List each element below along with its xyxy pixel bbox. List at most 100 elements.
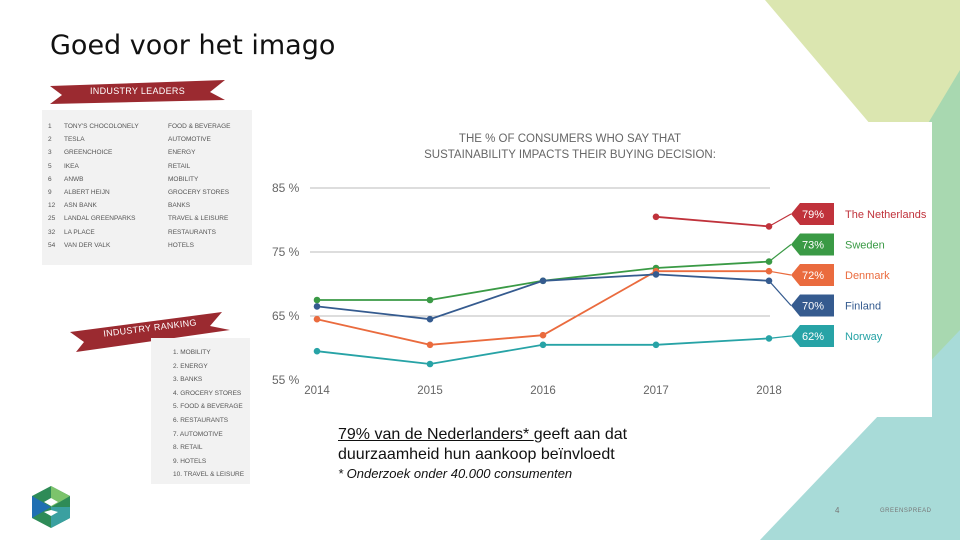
chart-title: THE % OF CONSUMERS WHO SAY THAT [459,133,681,145]
data-point [539,331,547,339]
caption-line1-rest: geeft aan dat [533,426,628,443]
leader-rank: 1 [48,123,52,130]
data-point [426,341,434,349]
leader-rank: 12 [48,202,56,210]
page-number: 4 [835,506,840,515]
data-point [426,296,434,304]
legend-value: 73% [802,240,824,252]
legend-badge [791,325,834,347]
leader-sector: MOBILITY [168,175,199,183]
leader-name: ALBERT HEIJN [64,189,110,196]
ranking-item: 10. TRAVEL & LEISURE [173,471,245,479]
data-point [652,341,660,349]
consumer-sustainability-chart: THE % OF CONSUMERS WHO SAY THAT SUSTAINAB… [272,133,927,397]
legend-badge [791,203,834,225]
industry-ranking-list: 1. MOBILITY 2. ENERGY 3. BANKS 4. GROCERY S… [151,338,250,484]
chart-subtitle: SUSTAINABILITY IMPACTS THEIR BUYING DECI… [424,149,716,161]
x-tick-label: 2018 [756,385,782,397]
legend-series-name: Norway [845,331,883,343]
leader-row: 3 GREENCHOICE ENERGY [48,146,195,159]
leader-sector: HOTELS [168,241,195,249]
leader-name: LANDAL GREENPARKS [64,215,136,223]
ranking-item: 8. RETAIL [173,444,203,452]
leader-sector: BANKS [168,202,191,210]
legend-series-name: The Netherlands [845,209,927,221]
legend-connector [768,213,792,227]
y-tick-label: 65 % [272,309,300,323]
industry-leaders-banner: INDUSTRY LEADERS [50,80,225,104]
legend-value: 70% [802,301,824,313]
ranking-item: 5. FOOD & BEVERAGE [173,403,243,411]
leader-name: ANWB [64,175,84,183]
legend-connector [768,270,792,276]
legend-series-name: Finland [845,301,881,313]
leader-name: ASN BANK [64,202,97,210]
leader-row: 54 VAN DER VALK HOTELS [48,239,194,252]
leader-row: 25 LANDAL GREENPARKS TRAVEL & LEISURE [48,212,228,225]
legend-badge [791,233,834,256]
leader-row: 2 TESLA AUTOMOTIVE [48,133,211,146]
x-tick-label: 2014 [304,385,330,397]
leader-row: 5 IKEA RETAIL [48,160,190,173]
caption-highlight: 79% van de Nederlanders* [338,426,534,443]
leader-sector: AUTOMOTIVE [168,136,211,144]
leader-sector: FOOD & BEVERAGE [168,123,231,130]
legend-value: 79% [802,209,824,221]
leader-name: TESLA [64,136,85,144]
leader-row: 12 ASN BANK BANKS [48,199,190,212]
industry-leaders-table: 1 TONY'S CHOCOLONELY FOOD & BEVERAGE 2 TESLA… [42,110,252,265]
data-point [313,303,321,310]
leader-row: 9 ALBERT HEIJN GROCERY STORES [48,186,229,199]
greenspread-logo-icon [32,486,70,528]
leader-rank: 54 [48,241,56,249]
leader-name: VAN DER VALK [64,241,111,249]
legend-connector [768,244,792,263]
ranking-item: 6. RESTAURANTS [173,417,229,424]
leader-rank: 2 [48,136,52,144]
caption-line2: duurzaamheid hun aankoop beïnvloedt [338,446,615,463]
leader-name: IKEA [64,162,79,170]
legend-value: 62% [802,331,824,343]
legend-value: 72% [802,270,824,282]
data-point [313,296,321,304]
y-tick-label: 75 % [272,245,300,259]
data-point [426,315,434,323]
leader-rank: 25 [48,215,56,223]
x-tick-label: 2016 [530,385,556,397]
ranking-item: 2. ENERGY [173,362,208,370]
x-tick-label: 2015 [417,385,443,397]
industry-leaders-label: INDUSTRY LEADERS [90,86,185,96]
leader-row: 1 TONY'S CHOCOLONELY FOOD & BEVERAGE [48,120,231,133]
leader-row: 6 ANWB MOBILITY [48,173,198,186]
slide-title: Goed voor het imago [50,30,336,61]
chart-panel: THE % OF CONSUMERS WHO SAY THAT SUSTAINAB… [270,122,932,417]
leader-name: TONY'S CHOCOLONELY [64,123,139,130]
leader-rank: 5 [48,162,52,170]
data-point [652,213,660,221]
legend-badge [791,264,834,286]
leader-sector: GROCERY STORES [168,189,230,196]
industry-ranking-banner: INDUSTRY RANKING [70,308,230,352]
leader-rank: 3 [48,149,52,157]
legend-connector [768,335,792,339]
data-point [652,271,660,278]
footnote: * Onderzoek onder 40.000 consumenten [338,466,573,481]
y-tick-label: 55 % [272,373,300,387]
ranking-item: 1. MOBILITY [173,349,211,356]
leader-sector: RESTAURANTS [168,228,216,236]
ranking-item: 9. HOTELS [173,457,207,465]
y-tick-label: 85 % [272,181,300,195]
data-point [539,277,547,285]
legend-series-name: Denmark [845,270,890,282]
leader-sector: ENERGY [168,149,196,157]
ranking-item: 7. AUTOMOTIVE [173,430,223,438]
ranking-item: 3. BANKS [173,376,203,384]
leader-rank: 9 [48,189,52,196]
leader-name: LA PLACE [64,228,95,236]
data-point [539,341,547,349]
leader-sector: RETAIL [168,162,191,170]
legend-connector [768,280,792,306]
legend-badge [791,294,834,317]
data-point [313,315,321,323]
leader-sector: TRAVEL & LEISURE [168,215,229,223]
